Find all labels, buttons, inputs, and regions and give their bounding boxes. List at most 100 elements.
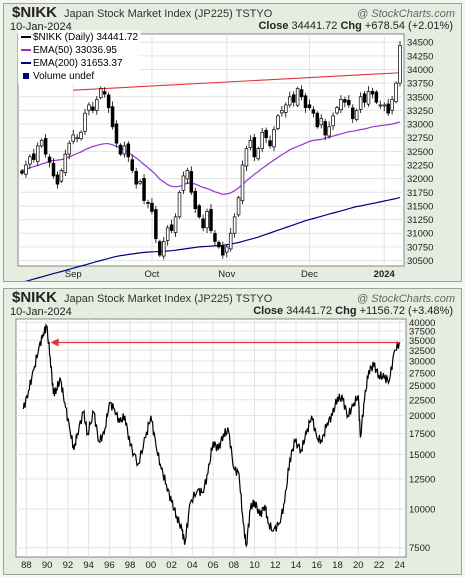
candle-body — [189, 171, 194, 193]
y-tick-label: 31000 — [407, 229, 433, 240]
exchange-text-2: TSTYO — [235, 293, 273, 305]
candle-body — [272, 129, 276, 148]
candle-body — [291, 94, 296, 103]
y-tick-label: 33000 — [407, 120, 433, 131]
y-tick-label-2: 32500 — [409, 346, 435, 357]
price-line — [22, 323, 401, 548]
candle-body — [106, 94, 111, 109]
resistance-trendline — [73, 72, 401, 91]
candle-body — [347, 99, 351, 106]
candle-body — [394, 82, 398, 102]
y-tick-label: 32500 — [407, 147, 433, 158]
candle-body — [225, 246, 229, 253]
candle-body — [150, 202, 154, 212]
x-tick-label-2: 96 — [104, 560, 115, 571]
candle-body — [358, 96, 363, 110]
y-tick-label-2: 35000 — [409, 336, 435, 347]
close-value-2: 34441.72 — [286, 305, 333, 317]
y-tick-label-2: 10000 — [409, 504, 435, 515]
y-tick-label-2: 17500 — [409, 429, 435, 440]
candle-body — [386, 103, 390, 114]
y-tick-label-2: 12500 — [409, 474, 435, 485]
candle-body — [252, 137, 257, 158]
x-tick-label-2: 14 — [291, 560, 302, 571]
legend-ema200: EMA(200) 31653.37 — [21, 57, 138, 70]
long-term-chart-svg: 7500 10000 12500 15000 17500 20000 22500 25000 2… — [15, 318, 435, 571]
candle-body — [244, 148, 249, 167]
candle-body — [374, 91, 379, 103]
x-tick-label-2: 90 — [42, 560, 53, 571]
y-tick-label-2: 20000 — [409, 411, 435, 422]
candle-body — [142, 178, 146, 201]
close-label: Close — [258, 20, 289, 32]
y-tick-label-2: 40000 — [409, 318, 435, 329]
legend-volume: Volume undef — [21, 70, 138, 83]
y-tick-label-2: 27500 — [409, 368, 435, 379]
candle-body — [102, 91, 107, 95]
x-tick-label-2: 92 — [63, 560, 74, 571]
x-tick-label-2: 00 — [146, 560, 157, 571]
candle-body — [217, 242, 221, 248]
y-tick-label: 34250 — [407, 51, 433, 62]
candle-body — [126, 143, 131, 158]
candle-body — [130, 159, 134, 171]
candle-body — [20, 170, 24, 174]
index-name-2: Japan Stock Market Index (JP225) TSTYO — [64, 293, 272, 305]
candle-body — [398, 45, 402, 84]
candle-body — [307, 104, 312, 109]
ticker-symbol: $NIKK — [12, 4, 58, 21]
x-tick-label-2: 94 — [83, 560, 94, 571]
daily-chart-svg: 30500 30750 31000 31250 31500 31750 32000 32250… — [17, 33, 433, 281]
ticker-symbol-2: $NIKK — [12, 289, 58, 306]
y-tick-label-2: 30000 — [409, 357, 435, 368]
close-readout-2: Close 34441.72 Chg +1156.72 (+3.48%) — [253, 305, 453, 317]
y-tick-label: 32250 — [407, 161, 433, 172]
arrow-head — [50, 338, 59, 347]
candle-body — [154, 209, 158, 240]
close-readout: Close 34441.72 Chg +678.54 (+2.01%) — [258, 20, 453, 32]
candle-body — [299, 89, 304, 98]
candle-body — [335, 107, 339, 114]
y-tick-label: 31750 — [407, 188, 433, 199]
candle-body — [236, 197, 241, 216]
candle-body — [98, 88, 103, 98]
candle-body — [295, 88, 300, 106]
candle-body — [185, 170, 190, 180]
candle-body — [87, 104, 91, 111]
chg-label: Chg — [340, 20, 362, 32]
x-tick-label-2: 88 — [21, 560, 32, 571]
legend-ema50-swatch — [21, 49, 31, 52]
candle-body — [303, 95, 308, 109]
legend: $NIKK (Daily) 34441.72 EMA(50) 33036.95 … — [18, 30, 142, 84]
candle-body — [319, 118, 324, 126]
x-tick-label-2: 04 — [187, 560, 198, 571]
legend-volume-label: Volume undef — [33, 71, 95, 82]
chart-date-2: 10-Jan-2024 — [10, 306, 72, 318]
legend-price: $NIKK (Daily) 34441.72 — [21, 31, 138, 44]
daily-chart-panel: $NIKK Japan Stock Market Index (JP225) T… — [3, 3, 462, 282]
watermark: @ StockCharts.com — [357, 8, 455, 20]
y-tick-label-2: 15000 — [409, 450, 435, 461]
candle-body — [201, 218, 205, 229]
y-tick-label: 31250 — [407, 215, 433, 226]
plot-area-2 — [15, 318, 407, 558]
candle-body — [378, 104, 383, 107]
watermark-2: @ StockCharts.com — [357, 293, 455, 305]
x-tick-label-2: 22 — [374, 560, 385, 571]
candle-body — [138, 181, 142, 184]
candle-body — [169, 224, 174, 231]
candle-body — [268, 140, 272, 147]
candle-body — [59, 170, 64, 182]
x-tick-label-2: 24 — [394, 560, 405, 571]
candle-body — [213, 233, 217, 242]
x-tick-label-2: 98 — [125, 560, 136, 571]
candle-body — [114, 123, 119, 144]
x-tick-label: 2024 — [374, 269, 396, 280]
x-tick-label-2: 16 — [312, 560, 323, 571]
candle-body — [264, 129, 268, 139]
candle-body — [63, 153, 68, 173]
x-tick-label-2: 10 — [249, 560, 260, 571]
candle-body — [47, 156, 52, 163]
candle-body — [351, 107, 355, 119]
x-tick-label: Sep — [65, 269, 82, 280]
